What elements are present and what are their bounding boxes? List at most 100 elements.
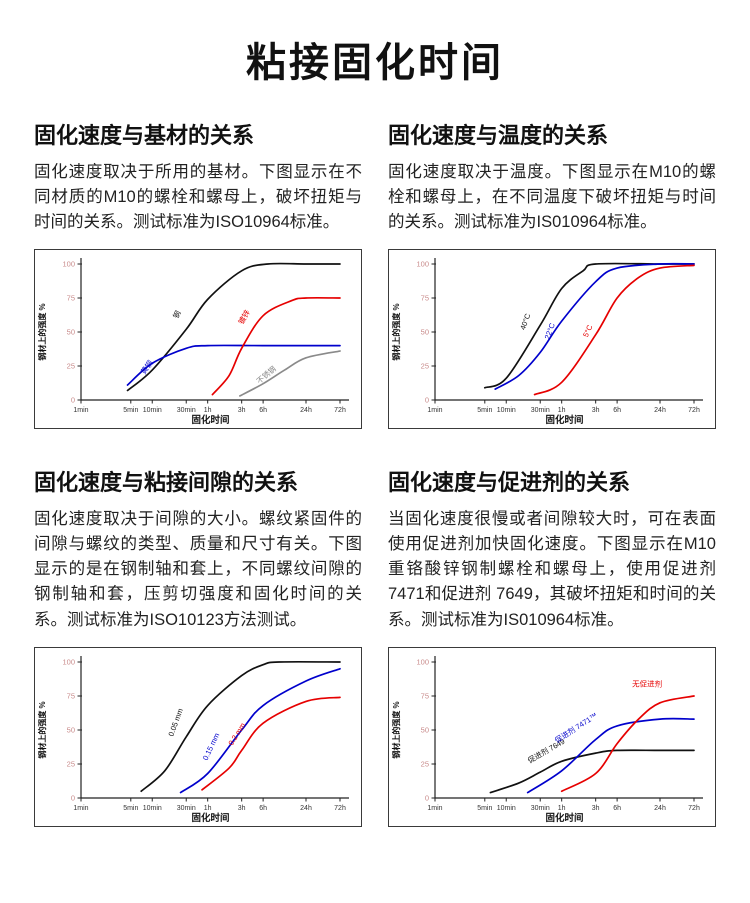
- series-line-0.2 mm: [201, 696, 341, 791]
- series-label-钢: 钢: [171, 309, 183, 320]
- x-tick-label: 30min: [177, 407, 196, 414]
- x-axis-title: 固化时间: [545, 414, 583, 426]
- y-axis-title: 钢材上的强度 %: [391, 701, 401, 758]
- series-line-黄铜: [126, 344, 341, 387]
- series-label-无促进剂: 无促进剂: [632, 678, 662, 688]
- y-tick-label: 100: [62, 260, 75, 269]
- x-tick-label: 3h: [238, 805, 246, 812]
- x-tick-label: 10min: [143, 805, 162, 812]
- x-tick-label: 1min: [73, 805, 88, 812]
- page-title: 粘接固化时间: [246, 41, 504, 85]
- x-axis-title: 固化时间: [191, 812, 229, 824]
- chart-svg: 0 25 50 75 100 1min 5min 10min 30min 1h 3h 6h 24h 72h…: [37, 258, 349, 426]
- y-tick-label: 100: [416, 260, 429, 269]
- x-tick-label: 3h: [592, 407, 600, 414]
- series-label-镀锌: 镀锌: [236, 308, 252, 326]
- x-tick-label: 5min: [477, 805, 492, 812]
- y-tick-label: 100: [62, 657, 75, 666]
- sections-grid: 固化速度与基材的关系 固化速度取决于所用的基材。下图显示在不同材质的M10的螺栓…: [34, 118, 716, 827]
- y-tick-label: 50: [421, 328, 429, 337]
- gap-cure-chart: 0 25 50 75 100 1min 5min 10min 30min 1h 3h 6h 24h 72h…: [34, 646, 362, 827]
- x-tick-label: 30min: [531, 407, 550, 414]
- x-tick-label: 30min: [531, 805, 550, 812]
- x-tick-label: 72h: [334, 805, 346, 812]
- series-line-5°C: [533, 264, 695, 396]
- series-line-0.15 mm: [179, 667, 341, 794]
- x-tick-label: 72h: [334, 407, 346, 414]
- x-tick-label: 24h: [300, 805, 312, 812]
- section-gap: 固化速度与粘接间隙的关系 固化速度取决于间隙的大小。螺纹紧固件的间隙与螺纹的类型…: [34, 465, 362, 827]
- axes-lines: [80, 655, 349, 799]
- y-tick-label: 25: [67, 759, 75, 768]
- series-line-无促进剂: [560, 694, 695, 792]
- section-accelerator: 固化速度与促进剂的关系 当固化速度很慢或者间隙较大时，可在表面使用促进剂加快固化…: [388, 465, 716, 827]
- x-tick-label: 1h: [204, 805, 212, 812]
- x-tick-label: 5min: [123, 805, 138, 812]
- series-line-0.05 mm: [140, 660, 341, 792]
- chart-svg: 0 25 50 75 100 1min 5min 10min 30min 1h 3h 6h 24h 72h…: [391, 655, 703, 824]
- y-tick-label: 0: [71, 793, 75, 802]
- y-axis-title: 钢材上的强度 %: [391, 304, 401, 361]
- x-tick-label: 6h: [613, 407, 621, 414]
- y-tick-label: 75: [421, 691, 429, 700]
- x-axis-title: 固化时间: [191, 414, 229, 426]
- x-tick-label: 30min: [177, 805, 196, 812]
- accelerator-cure-chart: 0 25 50 75 100 1min 5min 10min 30min 1h 3h 6h 24h 72h…: [388, 646, 716, 827]
- x-tick-label: 1min: [427, 407, 442, 414]
- substrate-cure-chart: 0 25 50 75 100 1min 5min 10min 30min 1h 3h 6h 24h 72h…: [34, 249, 362, 430]
- x-tick-label: 3h: [238, 407, 246, 414]
- y-tick-label: 0: [425, 396, 429, 405]
- series-label-促进剂 7471™: 促进剂 7471™: [553, 710, 599, 745]
- y-tick-label: 0: [425, 793, 429, 802]
- x-tick-label: 10min: [143, 407, 162, 414]
- series-label-40°C: 40°C: [518, 312, 532, 331]
- chart-svg: 0 25 50 75 100 1min 5min 10min 30min 1h 3h 6h 24h 72h…: [391, 258, 703, 426]
- x-tick-label: 10min: [497, 407, 516, 414]
- section-temperature: 固化速度与温度的关系 固化速度取决于温度。下图显示在M10的螺栓和螺母上，在不同…: [388, 118, 716, 430]
- section-temperature-body: 固化速度取决于温度。下图显示在M10的螺栓和螺母上，在不同温度下破坏扭矩与时间的…: [388, 163, 716, 232]
- x-tick-label: 6h: [259, 407, 267, 414]
- section-gap-body: 固化速度取决于间隙的大小。螺纹紧固件的间隙与螺纹的类型、质量和尺寸有关。下图显示…: [34, 510, 362, 629]
- series-line-22°C: [494, 263, 695, 391]
- axes-lines: [80, 258, 349, 401]
- section-temperature-heading: 固化速度与温度的关系: [388, 123, 609, 148]
- x-tick-label: 24h: [654, 805, 666, 812]
- temperature-cure-chart: 0 25 50 75 100 1min 5min 10min 30min 1h 3h 6h 24h 72h…: [388, 249, 716, 430]
- series-label-0.15 mm: 0.15 mm: [201, 731, 221, 761]
- x-tick-label: 1min: [73, 407, 88, 414]
- y-axis-title: 钢材上的强度 %: [37, 304, 47, 361]
- axes-lines: [434, 258, 703, 401]
- x-tick-label: 24h: [654, 407, 666, 414]
- y-tick-label: 75: [67, 294, 75, 303]
- series-label-5°C: 5°C: [581, 323, 595, 339]
- x-tick-label: 1h: [204, 407, 212, 414]
- y-tick-label: 75: [67, 691, 75, 700]
- chart-svg: 0 25 50 75 100 1min 5min 10min 30min 1h 3h 6h 24h 72h…: [37, 655, 349, 824]
- series-line-促进剂 7471™: [526, 717, 695, 794]
- section-substrate: 固化速度与基材的关系 固化速度取决于所用的基材。下图显示在不同材质的M10的螺栓…: [34, 118, 362, 430]
- x-tick-label: 1h: [558, 407, 566, 414]
- y-tick-label: 75: [421, 294, 429, 303]
- series-line-不锈钢: [239, 350, 341, 398]
- y-tick-label: 50: [67, 725, 75, 734]
- section-substrate-heading: 固化速度与基材的关系: [34, 123, 255, 148]
- y-tick-label: 25: [421, 759, 429, 768]
- x-tick-label: 6h: [613, 805, 621, 812]
- y-tick-label: 25: [67, 362, 75, 371]
- x-tick-label: 72h: [688, 805, 700, 812]
- y-tick-label: 50: [421, 725, 429, 734]
- x-tick-label: 24h: [300, 407, 312, 414]
- series-label-0.2 mm: 0.2 mm: [226, 721, 247, 747]
- series-line-钢: [126, 262, 341, 392]
- x-tick-label: 5min: [477, 407, 492, 414]
- x-tick-label: 6h: [259, 805, 267, 812]
- y-axis-title: 钢材上的强度 %: [37, 701, 47, 758]
- x-tick-label: 10min: [497, 805, 516, 812]
- section-accelerator-heading: 固化速度与促进剂的关系: [388, 470, 631, 496]
- x-axis-title: 固化时间: [545, 812, 583, 824]
- section-substrate-body: 固化速度取决于所用的基材。下图显示在不同材质的M10的螺栓和螺母上，破坏扭矩与时…: [34, 163, 362, 232]
- series-line-促进剂 7649: [489, 748, 695, 794]
- y-tick-label: 100: [416, 657, 429, 666]
- x-tick-label: 1min: [427, 805, 442, 812]
